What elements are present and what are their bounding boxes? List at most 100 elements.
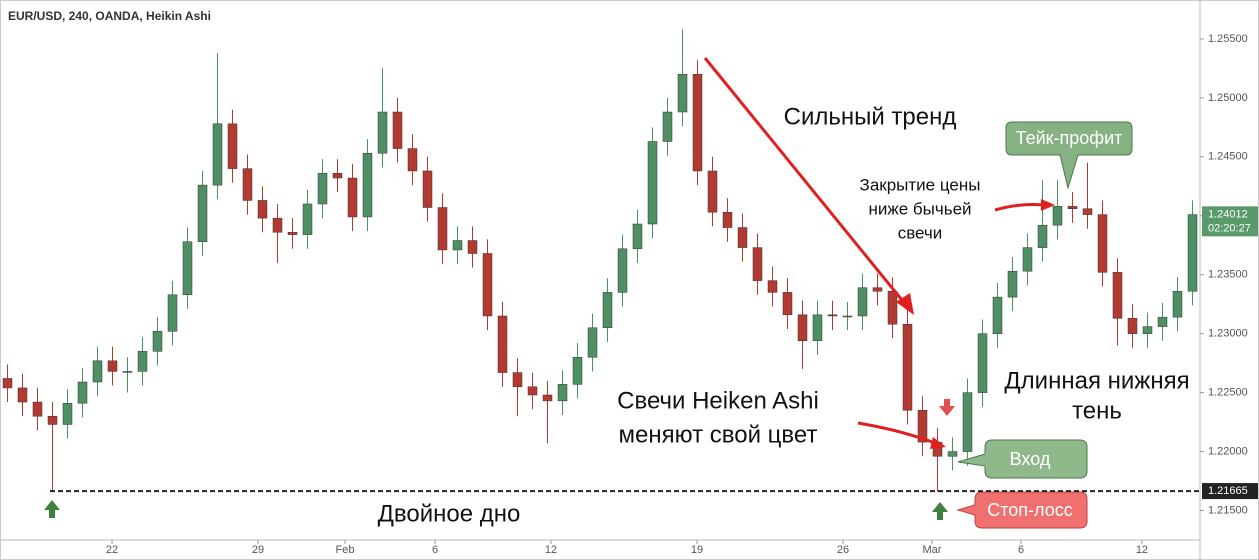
candle-body [197,184,208,242]
candle-body [782,292,793,316]
candle-body [242,168,253,201]
entry-bubble [957,439,1088,479]
y-tick-label: 1.23000 [1208,328,1248,340]
take-profit-label: Тейк-профит [1016,128,1123,148]
candle-body [167,294,178,332]
candle-body [872,287,883,292]
candle-body [632,223,643,250]
candle-body [62,402,73,425]
candle-body [92,360,103,383]
candle-body [392,111,403,149]
plot [2,29,1198,492]
last-price-label: 1.24012 [1208,208,1248,220]
y-tick-label: 1.23500 [1208,269,1248,281]
y-tick-label: 1.25000 [1208,92,1248,104]
candle-body [977,333,988,393]
color-label: Свечи Heiken Ashi [617,387,819,414]
candle-body [1067,206,1078,209]
candle-body [767,280,778,293]
candle-body [1082,208,1093,215]
arrow-head [930,437,946,449]
candle-body [482,253,493,317]
candle-body [1022,247,1033,272]
double-bottom-label: Двойное дно [378,500,521,527]
x-tick-label: 12 [545,544,557,556]
candle-body [617,248,628,293]
close-label: свечи [898,223,943,242]
x-tick-label: 6 [432,544,438,556]
candle-body [662,111,673,142]
x-tick-label: 26 [837,544,849,556]
countdown-label: 02:20:27 [1208,222,1251,234]
close-arrow [994,203,1044,212]
candle-body [527,386,538,396]
y-tick-label: 1.25500 [1208,33,1248,45]
y-tick-label: 1.24500 [1208,151,1248,163]
candle-body [887,290,898,325]
candle-body [77,381,88,404]
candle-body [917,410,928,443]
shadow-label: тень [1072,397,1122,424]
y-tick-label: 1.22000 [1208,445,1248,457]
candle-body [452,240,463,251]
candle-body [47,415,58,425]
candle-body [467,240,478,254]
candle-body [692,74,703,172]
candle-body [317,173,328,205]
candle-body [542,394,553,402]
candle-body [437,207,448,251]
take-profit-bubble [1005,121,1133,190]
candle-body [707,170,718,213]
candle-body [272,217,283,233]
candle-body [1172,290,1183,318]
candle-body [212,123,223,186]
candle-body [842,315,853,318]
shadow-label: Длинная нижняя [1004,367,1189,394]
candle-body [182,241,193,296]
x-tick-label: 6 [1018,544,1024,556]
candle-body [602,292,613,329]
candle-body [827,314,838,317]
candle-body [722,211,733,228]
y-tick-label: 1.21500 [1208,504,1248,516]
candle-body [227,123,238,169]
chart-title: EUR/USD, 240, OANDA, Heikin Ashi [8,9,211,23]
candle-body [347,177,358,218]
entry-label: Вход [1010,449,1051,469]
candle-body [137,351,148,372]
candle-body [1127,318,1138,334]
up-arrow [932,502,948,520]
candle-body [1157,316,1168,327]
arrow-head [896,293,914,315]
candle-body [587,327,598,358]
color-arrow [857,421,936,445]
candle-body [497,315,508,373]
trend-label: Сильный тренд [784,103,957,130]
down-arrow [939,399,955,416]
candle-body [1037,224,1048,248]
price-line-label: 1.21665 [1208,485,1248,497]
candle-body [287,232,298,235]
candle-body [122,371,133,373]
candle-body [992,296,1003,334]
annotations: Тейк-профит Вход Стоп-лосс Сильный тренд… [44,57,1190,529]
candle-body [302,203,313,235]
candle-body [1112,272,1123,319]
candle-body [1097,214,1108,273]
candle-body [677,74,688,113]
candle-body [962,392,973,452]
close-label: Закрытие цены [860,175,981,194]
candle-body [947,451,958,457]
candle-body [752,247,763,281]
up-arrow [44,500,60,518]
candle-body [902,323,913,411]
x-tick-label: Feb [336,544,355,556]
candle-body [362,153,373,218]
candle-body [422,170,433,208]
arrow-head [1041,199,1055,211]
candle-body [812,314,823,341]
candle-body [647,141,658,225]
color-label: меняют свой цвет [619,421,818,448]
x-tick-label: 22 [106,544,118,556]
candle-body [107,360,118,372]
